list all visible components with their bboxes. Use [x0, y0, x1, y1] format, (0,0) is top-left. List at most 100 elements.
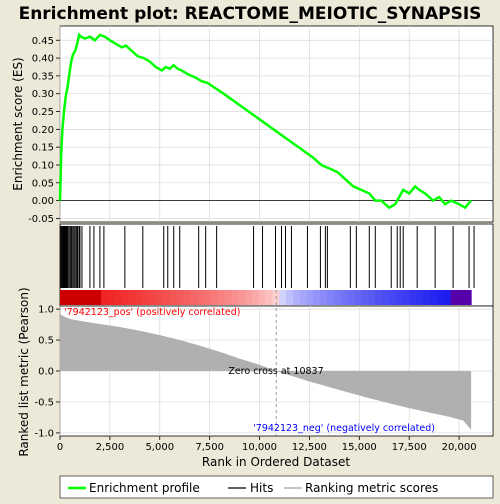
ranking-y-tick-label: -1.0	[34, 428, 54, 439]
color-bar-segment	[361, 290, 369, 305]
ranking-y-tick-label: 0.5	[38, 336, 54, 347]
color-bar-segment	[327, 290, 335, 305]
color-bar-segment	[197, 290, 205, 305]
color-bar-segment	[128, 290, 136, 305]
enrichment-panel	[59, 25, 494, 223]
color-bar-segment	[395, 290, 404, 305]
color-bar-segment	[292, 290, 301, 305]
color-bar-segment	[135, 290, 143, 305]
rank-x-tick-label: 17,500	[392, 442, 427, 453]
color-bar-segment	[279, 290, 287, 305]
color-bar-segment	[375, 290, 383, 305]
enrichment-y-tick-label: 0.05	[32, 178, 54, 189]
rank-x-tick-label: 5,000	[145, 442, 174, 453]
color-bar-segment	[101, 290, 109, 305]
color-bar-segment	[381, 290, 390, 305]
enrichment-y-tick-label: 0.10	[32, 160, 54, 171]
color-bar-segment	[313, 290, 321, 305]
color-bar-segment	[114, 290, 123, 305]
color-bar-segment	[347, 290, 356, 305]
enrichment-grid	[59, 26, 493, 222]
color-bar-segment	[244, 290, 253, 305]
zero-cross-annotation: Zero cross at 10837	[228, 366, 323, 377]
color-bar-segment	[251, 290, 260, 305]
color-bar-segment	[299, 290, 308, 305]
enrichment-y-axis-label: Enrichment score (ES)	[11, 57, 25, 190]
color-bar-segment	[87, 290, 95, 305]
rank-x-tick-label: 20,000	[442, 442, 477, 453]
color-bar-segment	[265, 290, 273, 305]
ranking-y-tick-label: -0.5	[34, 397, 54, 408]
gene-hit-marks	[60, 226, 475, 288]
enrichment-y-tick-label: 0.00	[32, 196, 54, 207]
color-bar-segment	[409, 290, 417, 305]
color-bar-segment	[224, 290, 232, 305]
color-bar-segment	[142, 290, 150, 305]
color-bar-segment	[60, 290, 68, 305]
color-bar-segment	[190, 290, 198, 305]
color-bar-segment	[436, 290, 445, 305]
enrichment-y-tick-label: 0.40	[32, 54, 54, 65]
color-bar-segment	[423, 290, 431, 305]
color-bar-segment	[66, 290, 75, 305]
rank-x-tick-label: 0	[57, 442, 63, 453]
enrichment-y-tick-label: 0.45	[32, 36, 54, 47]
chart-title: Enrichment plot: REACTOME_MEIOTIC_SYNAPS…	[19, 4, 482, 24]
rank-x-tick-label: 10,000	[242, 442, 277, 453]
legend-label-hits: Hits	[250, 481, 273, 495]
enrichment-y-tick-label: 0.20	[32, 125, 54, 136]
color-bar-segment	[368, 290, 376, 305]
rank-x-tick-label: 2,500	[96, 442, 125, 453]
color-bar-segment	[402, 290, 410, 305]
enrichment-y-tick-label: 0.35	[32, 71, 54, 82]
color-bar-segment	[94, 290, 102, 305]
color-bar-segment	[183, 290, 191, 305]
color-bar-segment	[354, 290, 363, 305]
color-bar-segment	[258, 290, 267, 305]
color-bar-segment	[340, 290, 349, 305]
legend-label-enrichment: Enrichment profile	[89, 481, 200, 495]
positive-correlation-label: '7942123_pos' (positively correlated)	[64, 307, 240, 318]
ranking-y-tick-label: 1.0	[38, 305, 54, 316]
color-bar-segment	[73, 290, 82, 305]
color-bar-segment	[334, 290, 342, 305]
enrichment-y-tick-label: 0.30	[32, 89, 54, 100]
enrichment-y-tick-label: 0.25	[32, 107, 54, 118]
ranking-y-tick-label: 0.0	[38, 367, 54, 378]
ranking-y-axis-label: Ranked list metric (Pearson)	[17, 287, 31, 456]
rank-x-tick-label: 12,500	[292, 442, 327, 453]
negative-correlation-label: '7942123_neg' (negatively correlated)	[253, 423, 435, 434]
color-bar-segment	[169, 290, 178, 305]
color-bar-segment	[155, 290, 164, 305]
ranking-x-axis-label: Rank in Ordered Dataset	[202, 455, 350, 469]
color-bar-segment	[121, 290, 130, 305]
color-bar-segment	[203, 290, 212, 305]
color-bar-segment	[429, 290, 438, 305]
color-bar-segment	[464, 290, 472, 305]
legend-label-ranking: Ranking metric scores	[305, 481, 438, 495]
ranking-color-bar	[60, 290, 472, 305]
enrichment-y-tick-label: -0.05	[28, 214, 54, 225]
color-bar-segment	[416, 290, 424, 305]
color-bar-segment	[107, 290, 116, 305]
ranking-y-ticks: -1.0 -0.5 0.0 0.5 1.0	[34, 305, 60, 439]
ranking-metric-area	[60, 314, 472, 430]
enrichment-profile-line	[58, 32, 473, 210]
rank-x-tick-label: 15,000	[342, 442, 377, 453]
color-bar-segment	[217, 290, 226, 305]
color-bar-segment	[388, 290, 397, 305]
color-bar-segment	[80, 290, 89, 305]
color-bar-segment	[238, 290, 246, 305]
color-bar-segment	[162, 290, 171, 305]
color-bar-segment	[457, 290, 465, 305]
rank-x-tick-label: 7,500	[195, 442, 224, 453]
color-bar-segment	[231, 290, 239, 305]
enrichment-y-tick-label: 0.15	[32, 143, 54, 154]
color-bar-segment	[443, 290, 452, 305]
enrichment-y-ticks: -0.05 0.00 0.05 0.10 0.15 0.20 0.25 0.30 0.35 0.4…	[28, 36, 60, 225]
color-bar-segment	[286, 290, 294, 305]
rank-x-ticks: 0 2,500 5,000 7,500 10,000 12,500 15,000 17,500…	[57, 436, 477, 453]
color-bar-segment	[149, 290, 157, 305]
legend-box	[59, 475, 494, 499]
